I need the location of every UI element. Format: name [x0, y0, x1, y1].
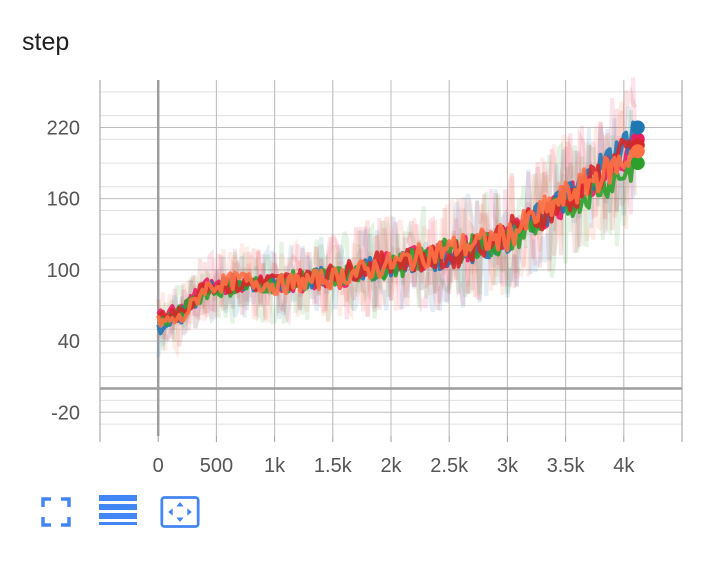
list-icon — [99, 495, 137, 525]
chart-title: step — [22, 28, 70, 56]
x-tick-label: 4k — [613, 455, 635, 477]
x-tick-label: 1k — [264, 455, 286, 477]
x-tick-label: 1.5k — [314, 455, 353, 477]
fit-domain-button[interactable] — [160, 492, 200, 532]
y-tick-label: 100 — [47, 260, 80, 282]
toggle-log-button[interactable] — [98, 492, 138, 532]
x-tick-label: 3.5k — [547, 455, 586, 477]
x-tick-label: 500 — [200, 455, 233, 477]
line-chart[interactable]: 0 500 1k 1.5k 2k 2.5k 3k 3.5k 4k -20 40 100 160 220 — [0, 0, 708, 480]
chart-toolbar — [36, 492, 222, 532]
x-tick-label: 2.5k — [430, 455, 469, 477]
series-raw-line — [156, 106, 638, 358]
series-end-marker[interactable] — [630, 156, 645, 171]
fit-domain-icon — [160, 496, 200, 528]
x-tick-label: 3k — [497, 455, 519, 477]
series-end-marker[interactable] — [630, 144, 645, 159]
y-tick-label: 40 — [58, 331, 80, 353]
fullscreen-icon — [41, 497, 71, 527]
x-tick-label: 2k — [380, 455, 402, 477]
x-tick-label: 0 — [153, 455, 164, 477]
y-tick-label: -20 — [51, 402, 80, 424]
series-line[interactable] — [156, 148, 638, 328]
y-tick-label: 220 — [47, 117, 80, 139]
y-tick-label: 160 — [47, 189, 80, 211]
series-end-marker[interactable] — [630, 120, 645, 135]
fullscreen-button[interactable] — [36, 492, 76, 532]
